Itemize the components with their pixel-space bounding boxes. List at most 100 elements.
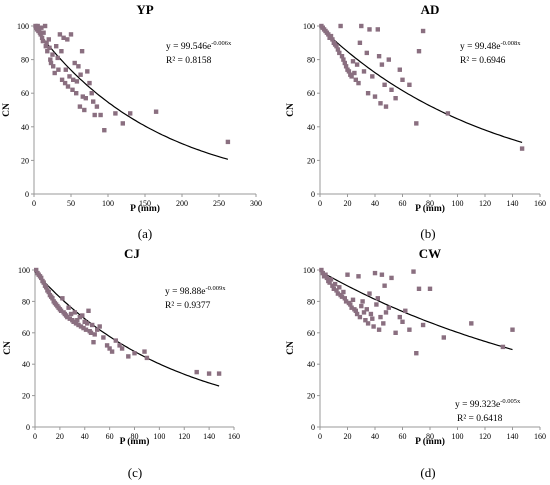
y-tick-label: 20 xyxy=(21,156,29,165)
data-point xyxy=(97,324,102,329)
data-point xyxy=(43,44,48,49)
data-point xyxy=(324,275,330,281)
data-point xyxy=(40,38,46,44)
x-tick-label: 20 xyxy=(56,432,64,441)
data-point xyxy=(330,283,335,288)
y-tick-label: 0 xyxy=(25,190,29,199)
data-point xyxy=(519,146,525,151)
data-point xyxy=(500,344,506,350)
data-point xyxy=(67,74,72,79)
y-tick-label: 60 xyxy=(22,329,30,338)
fit-curve xyxy=(319,270,513,351)
data-point xyxy=(59,77,65,82)
data-point xyxy=(35,23,40,29)
x-tick-label: 40 xyxy=(81,432,89,441)
data-point xyxy=(469,321,474,326)
x-tick-label: 0 xyxy=(318,199,322,208)
data-point xyxy=(153,109,159,114)
data-point xyxy=(328,33,334,39)
y-axis-label: CN xyxy=(286,341,296,355)
data-point xyxy=(338,23,343,29)
data-point xyxy=(441,335,446,340)
x-tick-label: 120 xyxy=(178,432,190,441)
y-tick-label: 100 xyxy=(18,266,30,275)
data-point xyxy=(61,35,66,40)
data-point xyxy=(416,286,422,291)
x-tick-label: 100 xyxy=(153,432,165,441)
data-point xyxy=(102,128,107,133)
data-point xyxy=(81,325,86,331)
data-point xyxy=(376,327,382,332)
y-tick-label: 60 xyxy=(307,329,315,338)
data-point xyxy=(357,40,363,45)
data-point xyxy=(510,327,515,332)
x-axis-label: P (mm) xyxy=(415,203,445,214)
x-tick-label: 200 xyxy=(176,199,188,208)
x-tick-label: 80 xyxy=(426,199,434,208)
data-point xyxy=(379,272,385,277)
data-point xyxy=(70,87,75,92)
data-point xyxy=(50,296,55,301)
data-point xyxy=(72,310,77,315)
y-tick-label: 80 xyxy=(307,297,315,306)
data-point xyxy=(206,371,212,376)
data-point xyxy=(80,313,85,318)
data-point xyxy=(75,318,80,323)
data-point xyxy=(91,340,96,345)
data-point xyxy=(225,139,231,145)
data-point xyxy=(113,111,118,116)
data-point xyxy=(320,270,325,276)
data-point xyxy=(63,67,68,72)
x-axis-label: P (mm) xyxy=(415,436,445,447)
data-point xyxy=(92,112,97,118)
y-tick-label: 20 xyxy=(307,156,315,165)
data-point xyxy=(346,69,352,74)
x-tick-label: 0 xyxy=(318,432,322,441)
data-point xyxy=(339,54,345,59)
data-point xyxy=(98,112,103,118)
x-axis-label: P (mm) xyxy=(130,203,160,214)
data-point xyxy=(328,277,334,282)
data-point xyxy=(86,308,91,313)
data-point xyxy=(378,314,383,320)
x-tick-label: 40 xyxy=(371,432,379,441)
x-tick-label: 300 xyxy=(250,199,262,208)
data-point xyxy=(361,69,367,74)
data-point xyxy=(67,316,72,321)
fit-equation: y = 99.323e-0.005x xyxy=(455,398,521,410)
y-tick-label: 20 xyxy=(22,392,30,401)
data-point xyxy=(400,77,405,82)
data-point xyxy=(107,346,112,351)
data-point xyxy=(368,311,374,317)
data-point xyxy=(78,324,84,329)
data-point xyxy=(374,302,379,307)
data-point xyxy=(48,57,53,62)
data-point xyxy=(356,274,361,279)
y-axis-label: CN xyxy=(286,103,296,117)
data-point xyxy=(76,322,81,328)
data-point xyxy=(101,335,106,340)
data-point xyxy=(62,80,68,86)
data-point xyxy=(352,70,357,76)
fit-equation-exponent: -0.006x xyxy=(211,40,232,47)
data-point xyxy=(34,267,39,273)
data-point xyxy=(56,67,61,72)
data-point xyxy=(41,280,46,285)
data-point xyxy=(44,40,49,45)
data-point xyxy=(364,307,369,312)
data-point xyxy=(55,55,60,61)
panel-label: (a) xyxy=(138,226,152,241)
fit-equation: y = 99.546e-0.006x xyxy=(166,40,232,52)
x-tick-label: 40 xyxy=(371,199,379,208)
data-point xyxy=(349,305,354,310)
data-point xyxy=(339,294,345,299)
data-point xyxy=(414,121,419,126)
data-point xyxy=(350,59,356,64)
data-point xyxy=(375,27,380,32)
data-point xyxy=(335,47,341,52)
data-point xyxy=(445,111,451,116)
y-tick-label: 60 xyxy=(21,89,29,98)
data-point xyxy=(72,60,77,66)
data-point xyxy=(363,318,368,323)
